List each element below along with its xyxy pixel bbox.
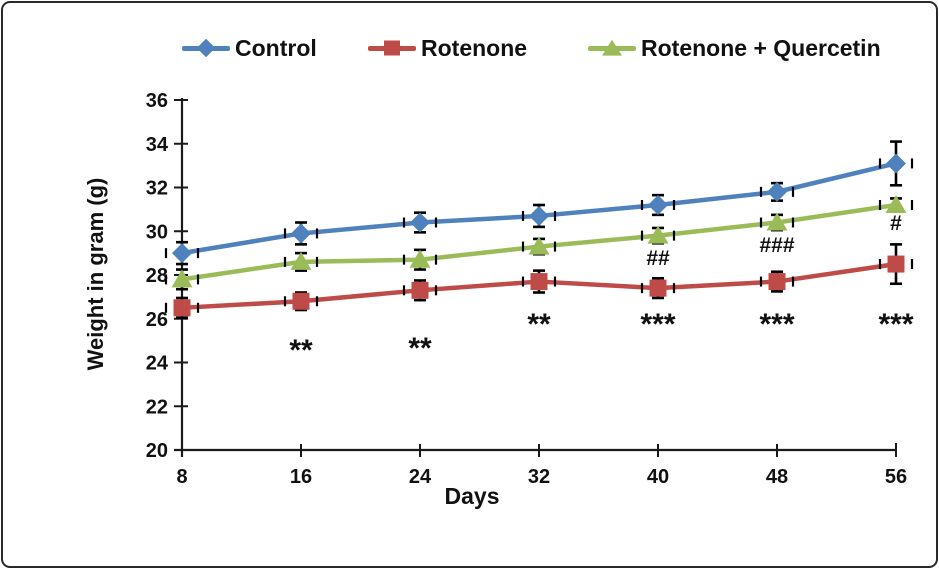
marker-triangle	[409, 249, 431, 268]
legend: Control Rotenone Rotenone + Quercetin	[0, 0, 939, 70]
legend-marker-triangle-icon	[602, 39, 622, 56]
marker-square	[173, 299, 191, 317]
legend-label: Rotenone	[421, 34, 528, 61]
marker-triangle	[171, 269, 193, 288]
significance-annotation: **	[408, 332, 432, 365]
significance-annotation: ***	[878, 308, 913, 341]
marker-diamond	[172, 243, 192, 264]
marker-diamond	[529, 205, 549, 226]
marker-diamond	[767, 181, 787, 202]
significance-annotation: ##	[646, 247, 670, 270]
significance-annotation: ###	[759, 234, 794, 257]
y-tick-label: 22	[146, 396, 168, 418]
x-tick-label: 24	[409, 466, 432, 488]
x-tick-label: 56	[885, 466, 907, 488]
marker-triangle	[290, 251, 312, 270]
legend-line	[182, 38, 230, 58]
significance-annotation: ***	[640, 308, 675, 341]
y-axis-title: Weight in gram (g)	[83, 178, 108, 371]
x-tick-label: 16	[290, 466, 312, 488]
marker-square	[887, 255, 905, 273]
legend-line	[588, 39, 636, 56]
legend-label: Control	[235, 34, 317, 61]
x-tick-label: 40	[647, 466, 669, 488]
marker-triangle	[766, 212, 788, 231]
marker-square	[768, 273, 786, 291]
marker-triangle	[647, 225, 669, 244]
legend-line	[368, 40, 416, 56]
x-tick-label: 48	[766, 466, 788, 488]
x-tick-label: 8	[176, 466, 187, 488]
significance-annotation: #	[890, 212, 902, 235]
legend-item-rotenone: Rotenone	[368, 34, 527, 62]
legend-item-rotenone-quercetin: Rotenone + Quercetin	[588, 34, 881, 62]
marker-square	[411, 281, 429, 299]
y-tick-label: 32	[146, 178, 168, 200]
marker-diamond	[410, 212, 430, 233]
marker-square	[649, 279, 667, 297]
y-tick-label: 24	[146, 353, 169, 375]
significance-annotation: ***	[759, 308, 794, 341]
x-tick-label: 32	[528, 466, 550, 488]
y-tick-label: 20	[146, 440, 168, 462]
marker-diamond	[291, 223, 311, 244]
marker-square	[292, 292, 310, 310]
marker-diamond	[886, 153, 906, 174]
marker-diamond	[648, 195, 668, 215]
legend-label: Rotenone + Quercetin	[641, 34, 881, 61]
y-tick-label: 36	[146, 90, 168, 112]
significance-annotation: **	[289, 334, 313, 367]
y-tick-label: 30	[146, 221, 168, 243]
marker-triangle	[528, 236, 550, 255]
marker-square	[530, 273, 548, 291]
significance-annotation: **	[527, 308, 551, 341]
legend-item-control: Control	[182, 34, 317, 62]
y-tick-label: 28	[146, 265, 168, 287]
y-tick-label: 34	[146, 134, 169, 156]
x-axis-title: Days	[445, 483, 500, 509]
y-tick-label: 26	[146, 309, 168, 331]
legend-marker-square-icon	[384, 40, 400, 56]
marker-triangle	[885, 195, 907, 213]
